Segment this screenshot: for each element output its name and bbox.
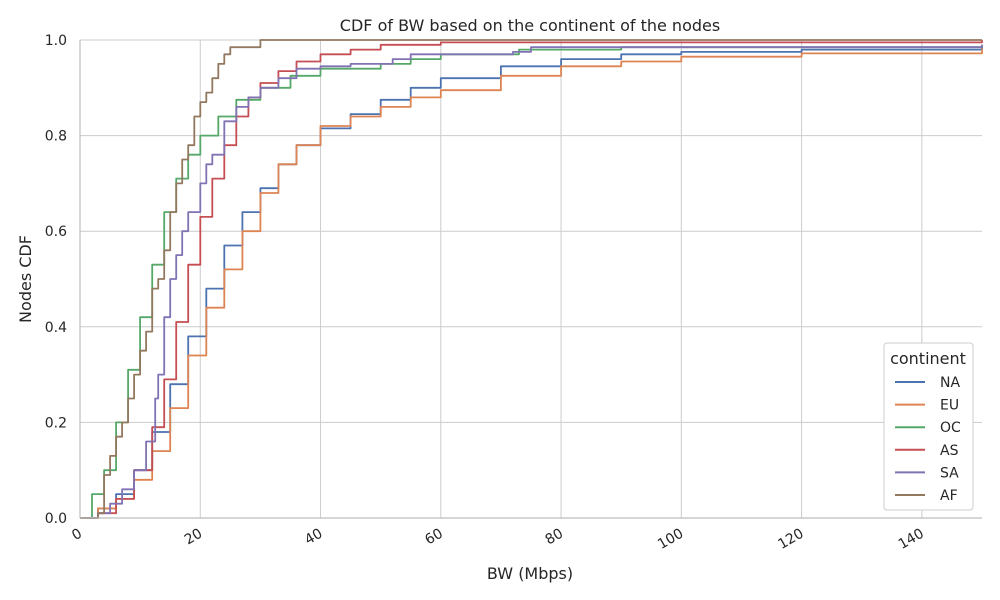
legend-title: continent [890, 349, 966, 368]
legend-item-eu: EU [895, 398, 959, 414]
y-tick-label: 0.0 [45, 511, 67, 527]
x-axis-title: BW (Mbps) [487, 564, 573, 583]
series-line-sa [80, 44, 983, 519]
series-line-oc [80, 44, 983, 519]
legend-label: SA [940, 465, 959, 481]
y-tick-label: 0.4 [45, 320, 67, 336]
y-tick-label: 1.0 [45, 33, 67, 49]
x-tick-label: 0 [69, 526, 85, 544]
x-tick-label: 20 [182, 526, 205, 549]
series-line-af [80, 39, 982, 519]
series-lines [80, 39, 983, 519]
legend-label: OC [940, 420, 961, 436]
x-tick-label: 140 [896, 526, 927, 553]
y-tick-label: 0.2 [45, 415, 67, 431]
x-tick-label: 80 [543, 526, 566, 549]
gridlines [80, 39, 982, 518]
chart-title: CDF of BW based on the continent of the … [340, 16, 720, 35]
x-tick-label: 60 [422, 526, 445, 549]
legend: continent NA EU OC AS SA AF [883, 342, 974, 511]
legend-item-af: AF [895, 488, 958, 504]
legend-item-na: NA [895, 375, 960, 391]
series-line-na [80, 47, 983, 519]
x-tick-label: 40 [302, 526, 325, 549]
legend-label: NA [940, 375, 960, 391]
legend-items: NA EU OC AS SA AF [895, 375, 961, 504]
y-tick-label: 0.8 [45, 129, 67, 145]
legend-label: AF [940, 488, 958, 504]
legend-item-oc: OC [895, 420, 961, 436]
y-axis-title: Nodes CDF [16, 235, 35, 323]
legend-label: EU [940, 398, 959, 414]
legend-label: AS [940, 443, 959, 459]
y-tick-label: 0.6 [45, 224, 67, 240]
x-tick-label: 120 [775, 526, 806, 553]
legend-box [883, 342, 974, 511]
series-line-as [80, 40, 983, 519]
x-tick-label: 100 [655, 526, 686, 553]
legend-item-as: AS [895, 443, 959, 459]
legend-item-sa: SA [895, 465, 959, 481]
series-line-eu [80, 48, 983, 519]
axes: 0 20 40 60 80 100 120 140 0.0 0.2 0.4 0.6 0.8 1.0 [45, 33, 982, 553]
